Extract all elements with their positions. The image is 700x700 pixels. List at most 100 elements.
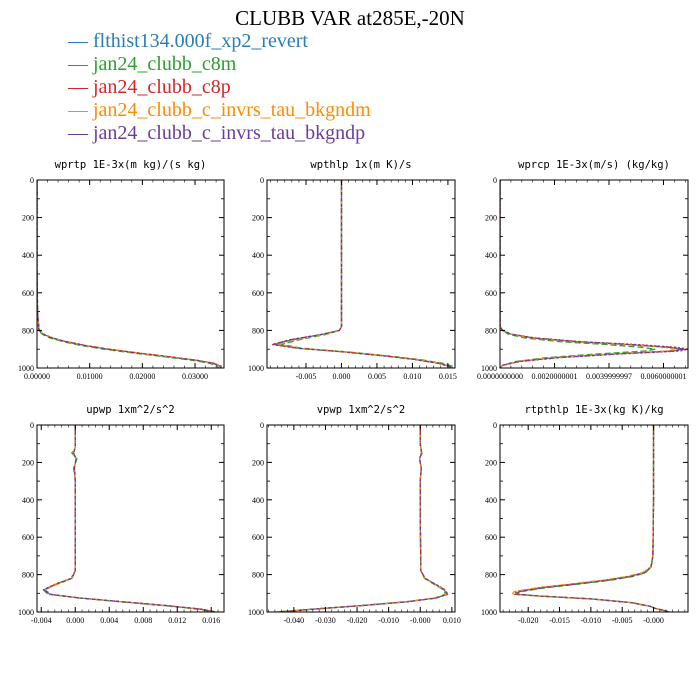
- series-line-3: [500, 180, 678, 368]
- plot-frame: [36, 424, 225, 613]
- series-line-4: [43, 425, 216, 612]
- legend-label: jan24_clubb_c_invrs_tau_bkgndp: [93, 122, 366, 144]
- y-tick-label: 800: [485, 571, 497, 580]
- series-group: [37, 180, 223, 368]
- x-tick-label: 0.03000: [182, 372, 208, 381]
- y-tick-label: 1000: [248, 608, 264, 617]
- y-tick-label: 1000: [481, 364, 497, 373]
- legend-dash: —: [68, 30, 93, 52]
- x-tick-label: -0.005: [296, 372, 317, 381]
- y-tick-label: 1000: [248, 364, 264, 373]
- x-tick-label: 0.000: [332, 372, 350, 381]
- x-tick-label: 0.004: [100, 616, 118, 625]
- x-tick-label: 0.0039999997: [586, 372, 632, 381]
- series-line-4: [272, 180, 452, 368]
- x-tick-label: -0.000: [410, 616, 431, 625]
- panel-5: rtpthlp 1E-3x(kg K)/kg 0 200 400 600 800 1000 -…: [481, 404, 689, 625]
- series-line-4: [37, 180, 222, 368]
- x-tick-label: 0.0000000000: [477, 372, 523, 381]
- series-line-3: [37, 180, 223, 368]
- x-tick-label: -0.000: [643, 616, 664, 625]
- y-tick-label: 400: [22, 496, 34, 505]
- x-tick-label: 0.000: [66, 616, 84, 625]
- y-tick-label: 1000: [481, 608, 497, 617]
- series-line-3: [277, 180, 454, 368]
- x-tick-label: 0.01000: [77, 372, 103, 381]
- y-tick-label: 800: [252, 326, 264, 335]
- panel-title: wpthlp 1x(m K)/s: [310, 159, 411, 171]
- x-tick-label: -0.030: [315, 616, 336, 625]
- y-tick-label: 400: [485, 251, 497, 260]
- x-tick-label: 0.010: [443, 616, 461, 625]
- y-tick-label: 400: [252, 496, 264, 505]
- legend-dash: —: [68, 76, 93, 98]
- plot-frame: [499, 179, 689, 369]
- x-tick-label: 0.0020000001: [531, 372, 577, 381]
- y-tick-label: 600: [485, 533, 497, 542]
- y-tick-label: 800: [22, 571, 34, 580]
- y-tick-label: 1000: [18, 608, 34, 617]
- y-tick-label: 800: [252, 571, 264, 580]
- y-tick-label: 200: [22, 458, 34, 467]
- legend-dash: —: [68, 99, 93, 121]
- series-line-4: [500, 180, 686, 368]
- panel-2: wprcp 1E-3x(m/s) (kg/kg) 0 200 400 600 800 100…: [477, 159, 689, 381]
- legend-item-1: — jan24_clubb_c8m: [68, 53, 371, 76]
- x-tick-label: 0.008: [134, 616, 152, 625]
- y-tick-label: 200: [252, 214, 264, 223]
- legend-label: flthist134.000f_xp2_revert: [93, 30, 308, 52]
- legend-dash: —: [68, 122, 93, 144]
- y-tick-label: 0: [493, 421, 497, 430]
- y-tick-label: 600: [22, 533, 34, 542]
- y-tick-label: 400: [485, 496, 497, 505]
- y-tick-label: 600: [252, 533, 264, 542]
- series-line-0: [43, 425, 216, 612]
- x-tick-label: -0.010: [378, 616, 399, 625]
- x-tick-label: 0.00000: [24, 372, 50, 381]
- legend: — flthist134.000f_xp2_revert — jan24_clu…: [68, 30, 371, 145]
- y-tick-label: 800: [485, 326, 497, 335]
- x-tick-label: 0.010: [403, 372, 421, 381]
- x-tick-label: 0.005: [368, 372, 386, 381]
- panel-title: upwp 1xm^2/s^2: [86, 404, 175, 416]
- series-line-1: [500, 180, 656, 368]
- y-tick-label: 600: [22, 289, 34, 298]
- series-group: [500, 180, 688, 368]
- series-line-1: [281, 180, 455, 368]
- y-tick-label: 600: [252, 289, 264, 298]
- plot-frame: [266, 424, 456, 613]
- y-tick-label: 200: [485, 458, 497, 467]
- series-line-1: [41, 425, 214, 612]
- series-line-2: [37, 180, 223, 368]
- legend-item-4: — jan24_clubb_c_invrs_tau_bkgndp: [68, 122, 371, 145]
- panel-1: wpthlp 1x(m K)/s 0 200 400 600 800 1000 -0.005 0…: [248, 159, 457, 381]
- y-tick-label: 1000: [18, 364, 34, 373]
- y-tick-label: 800: [22, 326, 34, 335]
- figure-title: CLUBB VAR at285E,-20N: [235, 6, 465, 30]
- panel-4: vpwp 1xm^2/s^2 0 200 400 600 800 1000 -0.040 -0.…: [248, 404, 461, 625]
- y-tick-label: 0: [260, 176, 264, 185]
- legend-label: jan24_clubb_c8p: [93, 76, 231, 98]
- series-line-0: [37, 180, 222, 368]
- series-line-4: [514, 425, 670, 612]
- series-line-2: [42, 425, 217, 612]
- x-tick-label: 0.016: [202, 616, 220, 625]
- legend-label: jan24_clubb_c_invrs_tau_bkgndm: [93, 99, 371, 121]
- y-tick-label: 600: [485, 289, 497, 298]
- series-line-1: [514, 425, 669, 612]
- series-group: [276, 425, 450, 612]
- x-tick-label: 0.0060000001: [640, 372, 686, 381]
- legend-item-3: — jan24_clubb_c_invrs_tau_bkgndm: [68, 99, 371, 122]
- series-line-3: [510, 425, 670, 612]
- series-line-2: [500, 180, 688, 368]
- y-tick-label: 0: [493, 176, 497, 185]
- x-tick-label: -0.020: [518, 616, 539, 625]
- y-tick-label: 0: [30, 176, 34, 185]
- legend-item-0: — flthist134.000f_xp2_revert: [68, 30, 371, 53]
- x-tick-label: -0.040: [284, 616, 305, 625]
- series-group: [271, 180, 455, 368]
- y-tick-label: 200: [252, 458, 264, 467]
- y-tick-label: 200: [22, 214, 34, 223]
- series-line-3: [44, 425, 215, 612]
- panel-title: wprtp 1E-3x(m kg)/(s kg): [55, 159, 207, 171]
